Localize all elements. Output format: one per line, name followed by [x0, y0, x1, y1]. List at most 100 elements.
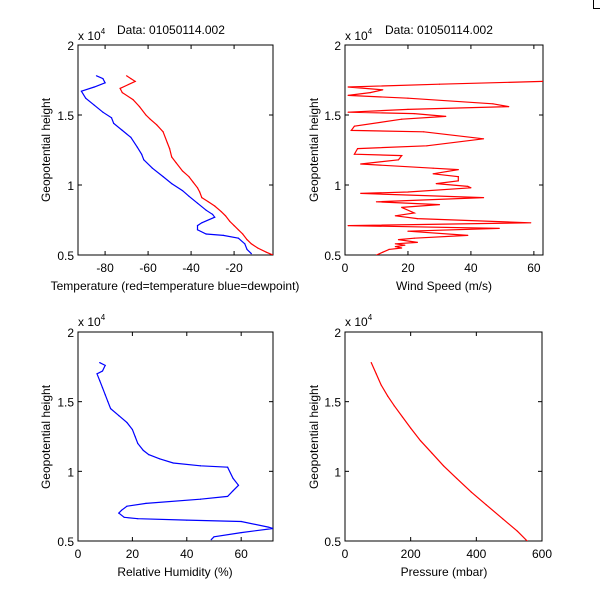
wind-xlabel: Wind Speed (m/s): [396, 279, 492, 293]
humidity-ytick-label: 1: [67, 465, 74, 479]
wind-data-point: [426, 145, 428, 147]
temperature-ytick-label: 0.5: [57, 249, 74, 263]
wind-data-point: [407, 230, 409, 232]
temperature-data-point: [242, 233, 244, 235]
pressure-data-point: [516, 530, 518, 532]
humidity-series-relative-humidity: [96, 362, 273, 541]
wind-data-point: [394, 215, 396, 217]
humidity-data-point: [126, 421, 128, 424]
wind-data-point: [498, 227, 500, 229]
pressure-xtick-label: 200: [401, 547, 421, 561]
temperature-data-point: [211, 213, 214, 215]
temperature-xtick-label: -20: [225, 261, 243, 275]
temperature-data-point: [145, 114, 147, 116]
humidity-data-point: [131, 428, 133, 431]
temperature-data-point: [214, 216, 216, 218]
temperature-data-point: [205, 233, 207, 235]
wind-data-point: [445, 115, 447, 117]
wind-data-point: [347, 94, 349, 96]
temperature-data-point: [196, 229, 199, 231]
temperature-data-point: [143, 159, 145, 161]
wind-xtick-label: 20: [401, 261, 415, 275]
wind-panel: Data: 01050114.002 x 104 Wind Speed (m/s…: [307, 23, 544, 293]
temperature-data-point: [257, 247, 259, 249]
temperature-data-point: [224, 215, 227, 217]
humidity-data-point: [186, 519, 188, 521]
humidity-data-point: [226, 466, 229, 468]
temperature-data-point: [141, 153, 143, 155]
humidity-data-point: [199, 465, 201, 467]
pressure-data-point: [456, 477, 458, 479]
pressure-data-point: [401, 416, 404, 418]
wind-data-point: [394, 246, 396, 248]
humidity-data-point: [126, 505, 128, 507]
humidity-data-point: [107, 401, 109, 403]
temperature-data-point: [136, 146, 138, 148]
wind-data-point: [416, 218, 419, 220]
wind-data-point: [530, 222, 532, 224]
temperature-data-point: [95, 75, 98, 77]
humidity-xlabel: Relative Humidity (%): [117, 565, 232, 579]
temperature-data-point: [138, 106, 141, 108]
wind-data-point: [492, 103, 494, 105]
temperature-data-point: [246, 239, 248, 241]
temperature-data-point: [130, 78, 132, 80]
wind-data-point: [482, 138, 485, 140]
wind-data-point: [401, 155, 403, 157]
pressure-panel: x 104 Pressure (mbar) Geopotential heigh…: [307, 313, 552, 579]
temperature-data-point: [237, 237, 239, 239]
pressure-axes-frame: [344, 331, 543, 542]
humidity-data-point: [110, 408, 112, 410]
temperature-data-point: [201, 222, 203, 224]
temperature-data-point: [250, 243, 252, 245]
pressure-data-point: [393, 405, 395, 407]
temperature-data-point: [102, 111, 104, 113]
temperature-data-point: [93, 104, 95, 106]
humidity-xtick-label: 40: [180, 547, 194, 561]
humidity-data-point: [142, 449, 144, 452]
wind-data-point: [467, 185, 469, 187]
temperature-data-point: [93, 86, 95, 88]
temperature-data-point: [229, 220, 231, 222]
temperature-data-point: [196, 187, 199, 189]
wind-ylabel: Geopotential height: [307, 97, 321, 202]
pressure-xlabel: Pressure (mbar): [401, 565, 488, 579]
humidity-data-point: [120, 509, 123, 511]
humidity-data-point: [137, 518, 139, 520]
temperature-data-point: [149, 118, 151, 120]
temperature-data-point: [162, 176, 164, 178]
pressure-ylabel: Geopotential height: [307, 384, 321, 489]
temperature-data-point: [201, 197, 203, 199]
wind-xtick-label: 0: [342, 261, 349, 275]
temperature-title: Data: 01050114.002: [117, 23, 225, 37]
pressure-data-point: [419, 440, 422, 442]
pressure-data-point: [502, 518, 504, 520]
wind-data-point: [470, 187, 472, 189]
temperature-xlabel: Temperature (red=temperature blue=dewpoi…: [51, 279, 300, 293]
wind-data-point: [353, 125, 356, 127]
pressure-xtick-label: 600: [532, 547, 552, 561]
temperature-data-point: [156, 124, 158, 126]
temperature-data-point: [85, 97, 87, 99]
humidity-data-point: [158, 458, 161, 460]
temperature-data-point: [265, 251, 267, 253]
wind-data-point: [413, 113, 415, 115]
pressure-data-point: [526, 540, 528, 541]
wind-data-point: [416, 241, 419, 243]
wind-data-point: [382, 251, 384, 253]
wind-axes-frame: [344, 44, 544, 256]
wind-data-point: [413, 212, 415, 214]
humidity-ytick-label: 1.5: [57, 396, 74, 410]
temperature-data-point: [102, 78, 104, 80]
temperature-data-point: [205, 209, 207, 211]
temperature-xtick-label: -40: [182, 261, 200, 275]
humidity-y-exponent: x 104: [78, 313, 106, 329]
wind-data-point: [347, 86, 349, 88]
temperature-data-point: [121, 92, 123, 94]
temperature-data-point: [166, 142, 169, 144]
wind-data-point: [382, 89, 384, 91]
temperature-data-point: [132, 99, 134, 101]
wind-data-point: [360, 163, 362, 165]
pressure-series-pressure: [370, 362, 528, 541]
wind-data-point: [413, 237, 415, 239]
